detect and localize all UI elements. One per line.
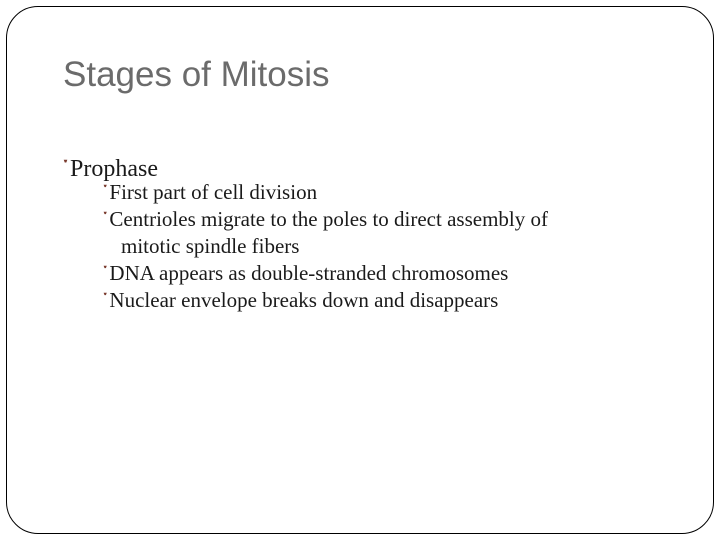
bullet-level2-item-continuation: mitotic spindle fibers [103,233,548,260]
slide-title: Stages of Mitosis [63,55,330,95]
bullet-level2-item: ་DNA appears as double-stranded chromoso… [103,260,548,287]
bullet-level2-item: ་First part of cell division [103,179,548,206]
slide-frame: Stages of Mitosis ་Prophase ་First part … [6,6,714,534]
level2-text: Centrioles migrate to the poles to direc… [109,207,548,231]
bullet-level2-group: ་First part of cell division་Centrioles … [103,179,548,313]
bullet-level2-item: ་Centrioles migrate to the poles to dire… [103,206,548,233]
level2-text: Nuclear envelope breaks down and disappe… [109,288,498,312]
bullet-level2-item: ་Nuclear envelope breaks down and disapp… [103,287,548,314]
swirl-bullet-icon: ་ [103,206,107,233]
swirl-bullet-icon: ་ [103,179,107,206]
swirl-bullet-icon: ་ [63,142,68,209]
level2-text: DNA appears as double-stranded chromosom… [109,261,508,285]
level2-text: First part of cell division [109,180,317,204]
swirl-bullet-icon: ་ [103,260,107,287]
swirl-bullet-icon: ་ [103,287,107,314]
